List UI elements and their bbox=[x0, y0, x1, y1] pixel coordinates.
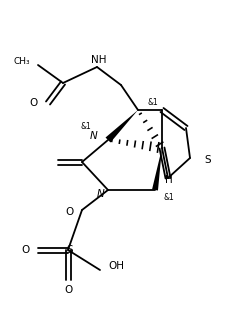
Text: N: N bbox=[90, 131, 98, 141]
Text: O: O bbox=[30, 98, 38, 108]
Polygon shape bbox=[152, 148, 162, 191]
Text: &1: &1 bbox=[148, 98, 159, 107]
Text: N: N bbox=[96, 189, 104, 199]
Text: NH: NH bbox=[91, 55, 107, 65]
Text: CH₃: CH₃ bbox=[13, 56, 30, 65]
Polygon shape bbox=[105, 110, 138, 142]
Text: H: H bbox=[165, 175, 173, 185]
Text: &1: &1 bbox=[81, 121, 91, 130]
Text: O: O bbox=[64, 285, 72, 295]
Text: OH: OH bbox=[108, 261, 124, 271]
Text: S: S bbox=[204, 155, 211, 165]
Text: O: O bbox=[22, 245, 30, 255]
Text: S: S bbox=[67, 245, 73, 255]
Text: &1: &1 bbox=[163, 194, 174, 203]
Text: O: O bbox=[66, 207, 74, 217]
